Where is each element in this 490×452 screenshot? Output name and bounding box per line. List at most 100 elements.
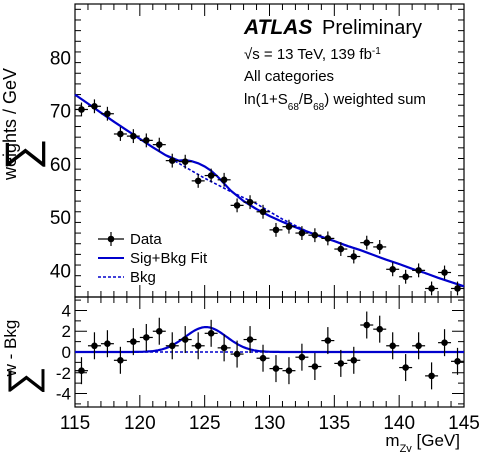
- residual-data-point: [168, 342, 176, 350]
- residual-data-point: [285, 367, 293, 374]
- data-point: [298, 229, 306, 237]
- legend: Data Sig+Bkg Fit Bkg: [98, 231, 208, 286]
- main-y-tick-label: 60: [50, 155, 71, 176]
- legend-item-data: Data: [98, 231, 162, 248]
- data-point: [376, 243, 384, 251]
- main-x-ticks: [74, 4, 465, 297]
- residual-data-point: [104, 340, 111, 347]
- residual-y-label-text: w - Bkg: [1, 320, 20, 378]
- data-point: [220, 176, 228, 184]
- residual-data-point: [363, 321, 371, 329]
- data-point: [272, 226, 280, 234]
- x-axis-label: mZγ [GeV]: [385, 431, 460, 452]
- residual-data-point: [181, 336, 189, 343]
- residual-x-axis: 115 120 125 130 135 140 145: [60, 297, 480, 434]
- residual-y-sum-symbol: ∑: [1, 366, 45, 395]
- residual-data-point: [441, 339, 448, 346]
- residual-data-point: [337, 360, 345, 367]
- status-label: Preliminary: [322, 17, 422, 39]
- data-point: [402, 273, 409, 281]
- residual-data-point: [415, 342, 422, 350]
- residual-data-point: [389, 342, 396, 350]
- fit-curve: [74, 93, 465, 288]
- residual-data-point: [454, 358, 461, 365]
- data-point: [441, 269, 448, 276]
- data-point: [337, 245, 345, 253]
- data-point: [246, 198, 254, 206]
- data-point: [454, 285, 461, 292]
- data-point: [233, 202, 241, 209]
- residual-data-point: [117, 357, 124, 364]
- residual-y-tick-label: 4: [62, 301, 71, 320]
- residual-data-point: [130, 338, 137, 345]
- data-point: [117, 130, 124, 138]
- main-y-label-text: weights / GeV: [0, 68, 20, 181]
- legend-bkg-label: Bkg: [130, 269, 156, 286]
- residual-data-point: [246, 336, 254, 343]
- x-tick-label: 130: [254, 413, 286, 434]
- data-point: [194, 177, 202, 185]
- data-point: [155, 141, 163, 148]
- x-tick-label: 145: [448, 413, 480, 434]
- data-point: [350, 253, 358, 260]
- main-y-label: ∑ weights / GeV: [0, 68, 46, 181]
- x-tick-label: 135: [318, 413, 350, 434]
- x-tick-label: 115: [60, 413, 90, 434]
- residual-y-tick-label: 0: [62, 343, 71, 362]
- residual-data-point: [272, 365, 280, 372]
- residual-data-point: [207, 330, 215, 337]
- atlas-annotation: ATLAS Preliminary √s = 13 TeV, 139 fb-1 …: [243, 16, 426, 113]
- main-y-tick-label: 70: [50, 102, 71, 123]
- data-point: [130, 132, 137, 140]
- residual-signal-line: [75, 326, 464, 354]
- legend-fit-label: Sig+Bkg Fit: [130, 250, 208, 267]
- residual-y-tick-label: -4: [56, 385, 71, 404]
- residual-data-point: [376, 325, 384, 333]
- residual-signal-curve: [75, 326, 464, 354]
- residual-data-point: [428, 372, 435, 380]
- categories-label: All categories: [244, 68, 334, 85]
- legend-data-label: Data: [130, 231, 162, 248]
- residual-y-label: ∑ w - Bkg: [1, 320, 45, 395]
- legend-item-fit: Sig+Bkg Fit: [98, 250, 208, 267]
- residual-data-point: [220, 344, 228, 352]
- data-point: [311, 231, 319, 239]
- x-tick-label: 125: [189, 413, 221, 434]
- data-point: [91, 102, 98, 110]
- energy-lumi-label: √s = 13 TeV, 139 fb-1: [244, 46, 381, 64]
- data-point: [285, 223, 293, 230]
- data-point: [324, 235, 332, 242]
- residual-y-axis: -4 -2 0 2 4: [56, 299, 464, 405]
- residual-data-point: [298, 353, 306, 361]
- data-point: [259, 208, 267, 216]
- residual-data-point: [233, 350, 241, 358]
- residual-data-point: [155, 327, 163, 335]
- residual-data-point: [91, 342, 98, 350]
- residual-data-point: [259, 354, 267, 362]
- data-point: [389, 265, 396, 273]
- residual-data-point: [194, 342, 202, 350]
- main-y-tick-label: 40: [50, 261, 71, 282]
- data-points: [75, 99, 464, 296]
- fit-line: [74, 93, 465, 288]
- main-y-axis: 40 50 60 70 80: [50, 8, 464, 298]
- residual-data-point: [143, 334, 150, 341]
- residual-y-tick-label: 2: [62, 322, 71, 341]
- residual-data-point: [350, 357, 358, 364]
- data-point: [104, 110, 111, 118]
- data-point: [207, 172, 215, 179]
- data-point: [143, 137, 150, 144]
- data-point: [181, 158, 189, 165]
- main-panel: 40 50 60 70 80 ∑ weights / GeV ATLAS Prelimi…: [0, 3, 465, 298]
- legend-item-bkg: Bkg: [98, 269, 156, 286]
- data-point: [428, 285, 435, 292]
- residual-data-point: [78, 367, 85, 374]
- x-tick-label: 140: [383, 413, 415, 434]
- residual-y-tick-label: -2: [56, 364, 71, 383]
- data-point: [363, 239, 371, 246]
- residual-data-point: [311, 363, 319, 370]
- main-y-tick-label: 80: [50, 48, 71, 69]
- residual-data-point: [324, 337, 332, 344]
- main-y-sum-symbol: ∑: [0, 139, 46, 170]
